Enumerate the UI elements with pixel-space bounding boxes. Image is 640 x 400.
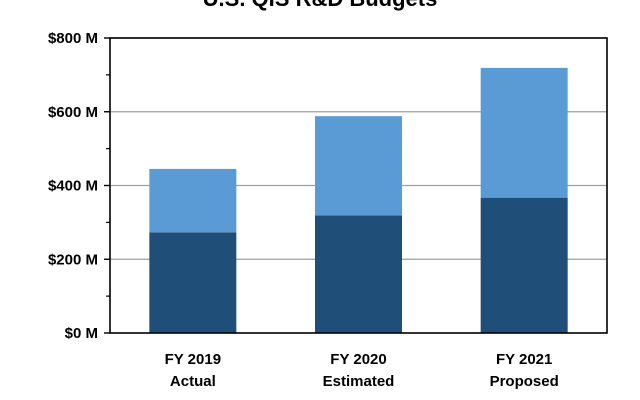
bars [149,67,568,333]
y-tick-label: $200 M [48,251,98,268]
bar-segment-upper [480,67,568,198]
bar-segment-lower [149,232,237,333]
x-tick-label: FY 2019 [165,351,221,368]
x-tick-label: Proposed [490,373,559,390]
bar-segment-upper [149,168,237,233]
x-axis-tick-labels: FY 2019 Actual FY 2020 Estimated FY 2021 Prop… [165,351,559,390]
axes [104,37,608,334]
x-tick-label: FY 2020 [330,351,386,368]
y-tick-label: $0 M [65,325,98,342]
x-tick-label: Actual [170,373,216,390]
x-tick-label: Estimated [323,373,395,390]
bar-segment-lower [315,215,402,333]
y-axis-tick-labels: $0 M $200 M $400 M $600 M $800 M [48,30,98,342]
bar-segment-upper [315,116,402,216]
y-tick-label: $800 M [48,30,98,47]
y-tick-label: $400 M [48,178,98,195]
chart-title: U.S. QIS R&D Budgets [0,0,640,12]
y-tick-label: $600 M [48,104,98,121]
x-tick-label: FY 2021 [496,351,552,368]
bar-segment-lower [480,197,568,333]
